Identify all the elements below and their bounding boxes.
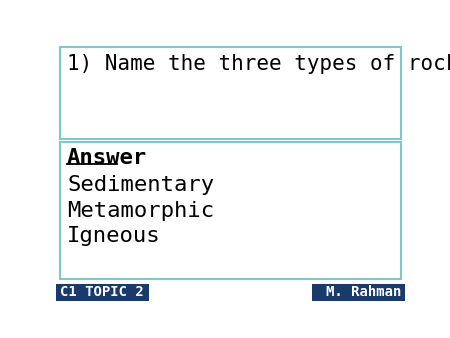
FancyBboxPatch shape bbox=[60, 47, 401, 139]
FancyBboxPatch shape bbox=[60, 142, 401, 279]
FancyBboxPatch shape bbox=[312, 284, 405, 301]
Text: Sedimentary: Sedimentary bbox=[67, 175, 214, 195]
Text: Igneous: Igneous bbox=[67, 226, 161, 246]
Text: C1 TOPIC 2: C1 TOPIC 2 bbox=[60, 285, 144, 299]
Text: Answer: Answer bbox=[67, 148, 147, 168]
Text: Metamorphic: Metamorphic bbox=[67, 201, 214, 221]
Text: 1) Name the three types of rock.: 1) Name the three types of rock. bbox=[67, 54, 450, 74]
Text: M. Rahman: M. Rahman bbox=[326, 285, 401, 299]
FancyBboxPatch shape bbox=[56, 284, 149, 301]
